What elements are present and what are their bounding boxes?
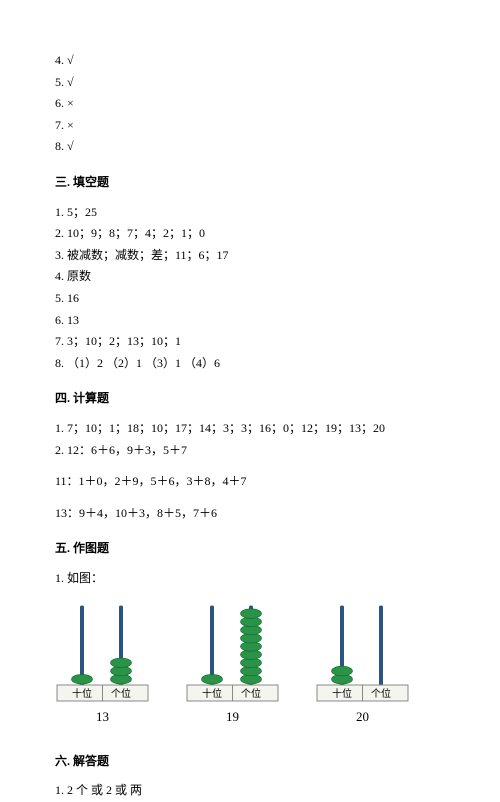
svg-text:个位: 个位 (241, 687, 261, 700)
answer-item: 1. 2 个 或 2 或 两 (55, 780, 445, 802)
svg-text:个位: 个位 (111, 687, 131, 700)
fill-item: 6. 13 (55, 310, 445, 332)
section-5-title: 五. 作图题 (55, 538, 445, 560)
svg-text:十位: 十位 (72, 687, 92, 700)
svg-text:个位: 个位 (371, 687, 391, 700)
tf-item: 7. × (55, 115, 445, 137)
fill-item: 4. 原数 (55, 266, 445, 288)
section-4-title: 四. 计算题 (55, 388, 445, 410)
section-3-title: 三. 填空题 (55, 172, 445, 194)
svg-text:十位: 十位 (332, 687, 352, 700)
fill-item: 1. 5；25 (55, 202, 445, 224)
abacus: 十位 个位13 (55, 601, 150, 728)
draw-item: 1. 如图： (55, 568, 445, 590)
fill-item: 7. 3；10；2；13；10；1 (55, 331, 445, 353)
tf-item: 6. × (55, 93, 445, 115)
svg-text:十位: 十位 (202, 687, 222, 700)
fill-item: 5. 16 (55, 288, 445, 310)
fill-item: 2. 10；9；8；7；4；2；1；0 (55, 223, 445, 245)
abacus: 十位 个位19 (185, 601, 280, 728)
abacus-number: 20 (356, 705, 369, 728)
calc-item: 13：9＋4，10＋3，8＋5，7＋6 (55, 503, 445, 525)
fill-item: 3. 被减数；减数；差；11；6；17 (55, 245, 445, 267)
tf-item: 5. √ (55, 72, 445, 94)
calc-item: 2. 12：6＋6，9＋3，5＋7 (55, 440, 445, 462)
section-6-title: 六. 解答题 (55, 751, 445, 773)
calc-item: 1. 7；10；1；18；10；17；14；3；3；16；0；12；19；13；… (55, 418, 445, 440)
tf-item: 4. √ (55, 50, 445, 72)
tf-item: 8. √ (55, 136, 445, 158)
fill-item: 8. （1）2 （2）1 （3）1 （4）6 (55, 353, 445, 375)
abacus-number: 19 (226, 705, 239, 728)
abacus-number: 13 (96, 705, 109, 728)
abacus-row: 十位个位13十位个位19十位个位20 (55, 601, 445, 728)
abacus: 十位 个位20 (315, 601, 410, 728)
calc-item: 11：1＋0，2＋9，5＋6，3＋8，4＋7 (55, 471, 445, 493)
